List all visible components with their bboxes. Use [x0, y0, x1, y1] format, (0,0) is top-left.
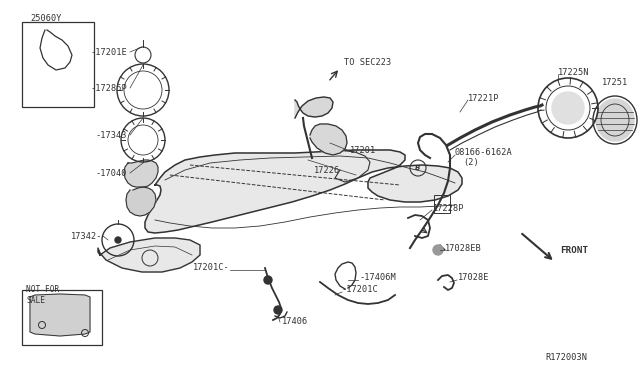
Text: -17040: -17040	[95, 169, 127, 177]
Text: -17406M: -17406M	[360, 273, 397, 282]
Text: 17226: 17226	[314, 166, 340, 174]
Text: 17251: 17251	[602, 77, 628, 87]
Polygon shape	[124, 160, 158, 187]
Text: FRONT: FRONT	[560, 246, 588, 254]
Circle shape	[264, 276, 272, 284]
Text: -17285P: -17285P	[90, 83, 127, 93]
Polygon shape	[310, 124, 347, 155]
Circle shape	[433, 245, 443, 255]
Polygon shape	[30, 294, 90, 336]
Text: NOT FOR
SALE: NOT FOR SALE	[26, 285, 60, 305]
Text: R172003N: R172003N	[545, 353, 587, 362]
Text: 25060Y: 25060Y	[30, 13, 61, 22]
Text: -17201E: -17201E	[90, 48, 127, 57]
Circle shape	[115, 237, 121, 243]
Polygon shape	[98, 238, 200, 272]
Polygon shape	[145, 150, 462, 233]
Ellipse shape	[596, 99, 634, 141]
Text: B: B	[415, 165, 420, 171]
Text: 17201C-: 17201C-	[193, 263, 230, 273]
Circle shape	[552, 92, 584, 124]
Text: TO SEC223: TO SEC223	[344, 58, 391, 67]
Text: 08166-6162A: 08166-6162A	[455, 148, 513, 157]
Text: (2): (2)	[463, 157, 479, 167]
Circle shape	[274, 306, 282, 314]
Bar	[22, 22, 94, 107]
Polygon shape	[295, 97, 333, 118]
Bar	[22, 290, 102, 345]
Text: 17342-: 17342-	[70, 231, 102, 241]
Bar	[434, 195, 450, 213]
Text: 17201: 17201	[350, 145, 376, 154]
Text: 17406: 17406	[282, 317, 308, 327]
Text: -17343: -17343	[95, 131, 127, 140]
Text: 17228P: 17228P	[433, 203, 465, 212]
Text: -17201C: -17201C	[342, 285, 379, 295]
Text: 17225N: 17225N	[558, 67, 589, 77]
Polygon shape	[126, 187, 156, 216]
Text: 17028EB: 17028EB	[445, 244, 482, 253]
Text: 17028E: 17028E	[458, 273, 490, 282]
Text: 17221P: 17221P	[468, 93, 499, 103]
